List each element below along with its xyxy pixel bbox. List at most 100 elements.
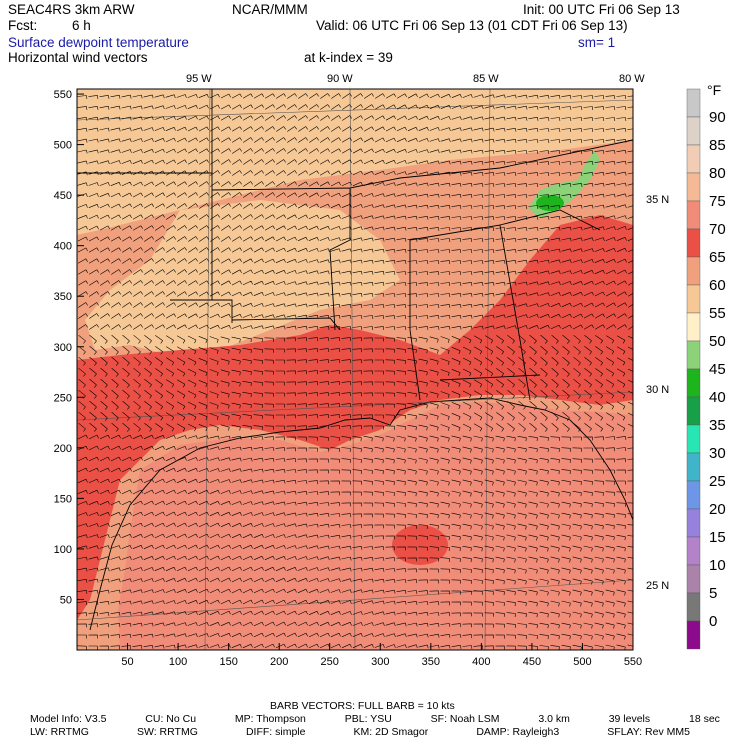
- lat-label: 35 N: [646, 194, 669, 206]
- field-title: Surface dewpoint temperature: [8, 35, 189, 50]
- x-tick-label: 200: [270, 656, 288, 668]
- microphysics: MP: Thompson: [234, 713, 306, 725]
- x-tick-label: 350: [422, 656, 440, 668]
- legend-level-label: 40: [709, 389, 726, 406]
- x-tick-label: 500: [573, 656, 591, 668]
- y-tick-label: 400: [54, 241, 72, 253]
- legend-swatch: [686, 620, 701, 650]
- overlay-title: Horizontal wind vectors: [8, 50, 148, 65]
- model-info-line2: LW: RRTMG SW: RRTMG DIFF: simple KM: 2D …: [30, 726, 690, 738]
- levels: 39 levels: [608, 713, 651, 725]
- x-axis-ticks: 50 100 150 200 250 300 350 400 450 500 550: [121, 643, 642, 668]
- legend-level-label: 65: [709, 249, 726, 266]
- init-time: Init: 00 UTC Fri 06 Sep 13: [523, 2, 680, 17]
- y-tick-label: 500: [54, 140, 72, 152]
- field-gulf: [118, 402, 633, 650]
- y-axis-ticks: 550 500 450 400 350 300 250 200 150 100 50: [54, 89, 84, 606]
- barb-legend: BARB VECTORS: FULL BARB = 10 kts: [270, 700, 455, 712]
- legend-swatch: [686, 312, 701, 342]
- valid-time: Valid: 06 UTC Fri 06 Sep 13 (01 CDT Fri …: [316, 18, 628, 33]
- x-tick-label: 300: [371, 656, 389, 668]
- legend-level-label: 60: [709, 277, 726, 294]
- lon-label: 85 W: [473, 73, 499, 85]
- x-tick-label: 400: [472, 656, 490, 668]
- legend-level-label: 55: [709, 305, 726, 322]
- damping: DAMP: Rayleigh3: [476, 726, 560, 738]
- sflay: SFLAY: Rev MM5: [607, 726, 690, 738]
- diffusion: DIFF: simple: [245, 726, 306, 738]
- timestep: 18 sec: [688, 713, 720, 725]
- legend-swatch: [686, 144, 701, 174]
- field-gulf-blob: [392, 525, 448, 565]
- lat-label: 25 N: [646, 580, 669, 592]
- legend-level-label: 30: [709, 445, 726, 462]
- y-tick-label: 550: [54, 89, 72, 101]
- legend-swatch: [686, 508, 701, 538]
- legend-level-label: 50: [709, 333, 726, 350]
- lat-lon-grid: [77, 89, 633, 650]
- field-45f-appalachia: [536, 195, 564, 211]
- wind-vectors: [77, 93, 633, 650]
- wind-barb-field: [77, 93, 633, 650]
- field-60f-north: [77, 89, 633, 235]
- y-tick-label: 100: [54, 544, 72, 556]
- legend-unit: °F: [707, 82, 721, 98]
- lat-label: 30 N: [646, 384, 669, 396]
- fcst-value: 6 h: [72, 18, 91, 33]
- fcst-label: Fcst:: [8, 18, 38, 33]
- legend-level-label: 0: [709, 613, 717, 630]
- y-tick-label: 50: [60, 594, 72, 606]
- plot-frame: [76, 88, 634, 651]
- y-tick-label: 300: [54, 342, 72, 354]
- legend-swatch: [686, 452, 701, 482]
- legend-level-label: 45: [709, 361, 726, 378]
- model-info-line1: Model Info: V3.5 CU: No Cu MP: Thompson …: [30, 713, 720, 725]
- resolution: 3.0 km: [538, 713, 570, 725]
- legend-level-label: 80: [709, 165, 726, 182]
- legend-swatch: [686, 340, 701, 370]
- legend-swatch: [686, 396, 701, 426]
- km-option: KM: 2D Smagor: [353, 726, 429, 738]
- lw-scheme: LW: RRTMG: [30, 726, 89, 738]
- legend-level-label: 5: [709, 585, 717, 602]
- state-lines: [77, 89, 633, 401]
- lon-label: 95 W: [186, 73, 212, 85]
- x-tick-label: 250: [321, 656, 339, 668]
- y-tick-label: 450: [54, 190, 72, 202]
- lon-label: 80 W: [619, 73, 645, 85]
- legend-swatch: [686, 116, 701, 146]
- legend-level-label: 70: [709, 221, 726, 238]
- legend-swatch: [686, 284, 701, 314]
- legend-level-label: 35: [709, 417, 726, 434]
- x-tick-label: 100: [169, 656, 187, 668]
- legend-swatch: [686, 564, 701, 594]
- model-version: Model Info: V3.5: [30, 713, 107, 725]
- model-title: SEAC4RS 3km ARW: [8, 2, 135, 17]
- legend-swatch: [686, 480, 701, 510]
- legend-swatch: [686, 88, 701, 118]
- y-tick-label: 350: [54, 291, 72, 303]
- legend-swatch: [686, 256, 701, 286]
- smoothing-label: sm= 1: [578, 35, 616, 50]
- pbl-scheme: PBL: YSU: [344, 713, 392, 725]
- legend-level-label: 90: [709, 109, 726, 126]
- legend-swatch: [686, 424, 701, 454]
- legend-level-label: 85: [709, 137, 726, 154]
- y-tick-label: 150: [54, 493, 72, 505]
- lon-label: 90 W: [327, 73, 353, 85]
- map-boundaries: [77, 89, 633, 650]
- legend-swatch: [686, 536, 701, 566]
- legend-swatch: [686, 228, 701, 258]
- sw-scheme: SW: RRTMG: [137, 726, 198, 738]
- x-tick-label: 150: [219, 656, 237, 668]
- legend-level-label: 15: [709, 529, 726, 546]
- x-tick-label: 50: [121, 656, 133, 668]
- surface-scheme: SF: Noah LSM: [430, 713, 500, 725]
- legend-swatch: [686, 200, 701, 230]
- legend-level-label: 10: [709, 557, 726, 574]
- y-tick-label: 250: [54, 392, 72, 404]
- legend-swatch: [686, 172, 701, 202]
- legend-level-label: 75: [709, 193, 726, 210]
